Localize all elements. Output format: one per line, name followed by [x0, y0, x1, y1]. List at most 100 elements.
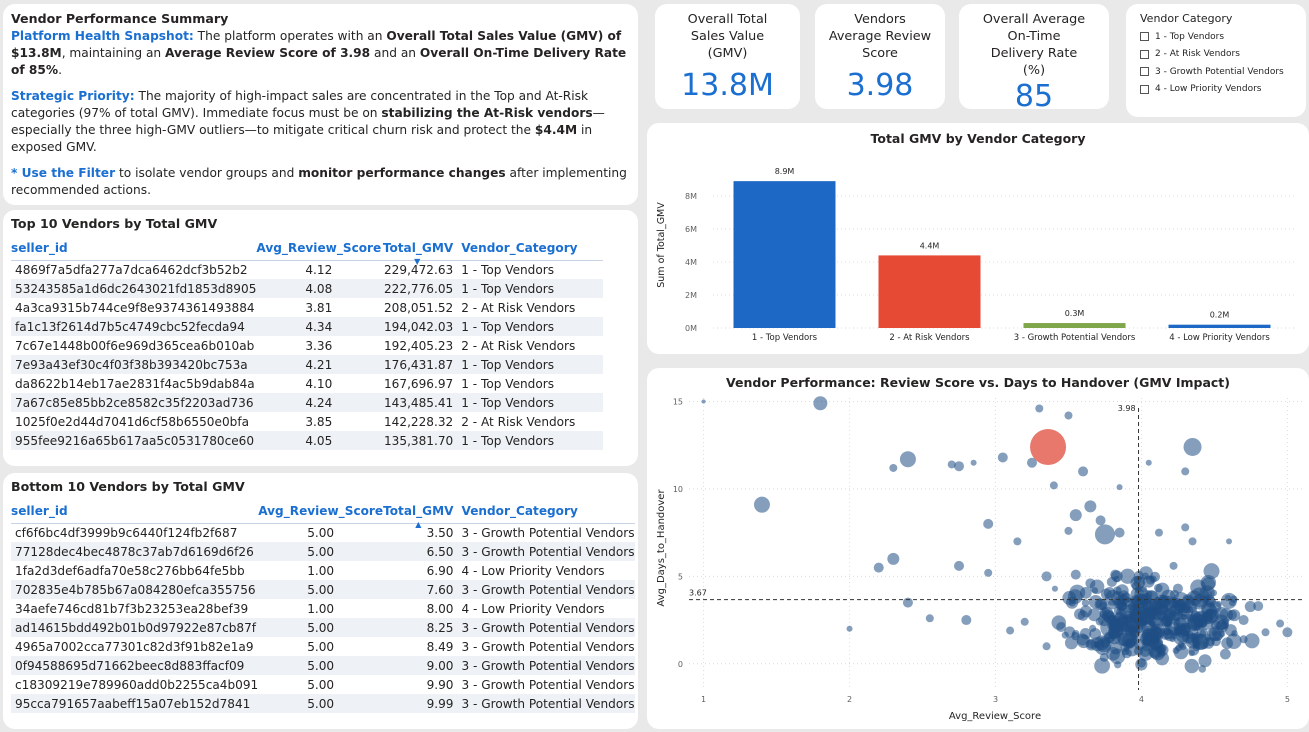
- cell-avg-review-score: 5.00: [307, 677, 335, 692]
- chart-title: Total GMV by Vendor Category: [870, 131, 1085, 146]
- table-row[interactable]: cf6f6bc4df3999b9c6440f124fb2f687 5.00 3.50…: [11, 523, 635, 542]
- cell-avg-review-score: 3.85: [305, 414, 333, 429]
- scatter-point: [1198, 654, 1212, 668]
- scatter-point: [1114, 527, 1125, 538]
- top10-table: seller_id Avg_Review_Score Total_GMV ▼ Ve…: [11, 236, 604, 450]
- scatter-point: [1201, 612, 1214, 625]
- table-row[interactable]: 702835e4b785b67a084280efca355756 5.00 7.60…: [11, 580, 635, 599]
- scatter-point: [1186, 633, 1199, 646]
- table-row[interactable]: 53243585a1d6dc2643021fd1853d8905 4.08 222,…: [11, 279, 604, 298]
- table-header-row: seller_id Avg_Review_Score Total_GMV ▲ Ve…: [11, 499, 635, 529]
- kpi-label: Overall Average On-Time Delivery Rate (%…: [982, 12, 1086, 78]
- kpi-card-review: Vendors Average Review Score 3.98: [815, 4, 945, 109]
- column-header-vendor-category[interactable]: Vendor_Category: [453, 499, 635, 524]
- scatter-point: [1070, 569, 1081, 580]
- top10-title: Top 10 Vendors by Total GMV: [11, 216, 218, 231]
- cell-seller-id: 7a67c85e85bb2ce8582c35f2203ad736: [11, 393, 257, 412]
- x-tick-label: 4 - Low Priority Vendors: [1169, 333, 1270, 343]
- scatter-point: [1157, 596, 1170, 609]
- scatter-point: [1145, 459, 1152, 466]
- table-row[interactable]: 7a67c85e85bb2ce8582c35f2203ad736 4.24 143,…: [11, 393, 604, 412]
- filter-option-low-priority-vendors[interactable]: 4 - Low Priority Vendors: [1140, 81, 1292, 99]
- column-header-total-gmv[interactable]: Total_GMV ▼: [381, 236, 454, 266]
- column-header-total-gmv[interactable]: Total_GMV ▲: [383, 499, 454, 529]
- summary-health-paragraph: Platform Health Snapshot: The platform o…: [11, 29, 627, 77]
- scatter-point: [1239, 635, 1248, 644]
- scatter-point: [887, 552, 900, 565]
- filter-option-growth-potential-vendors[interactable]: 3 - Growth Potential Vendors: [1140, 63, 1292, 81]
- table-row[interactable]: fa1c13f2614d7b5c4749cbc52fecda94 4.34 194,…: [11, 317, 604, 336]
- cell-avg-review-score: 4.21: [256, 355, 382, 374]
- kpi-card-gmv: Overall Total Sales Value (GMV) 13.8M: [655, 4, 800, 109]
- kpi-label: Vendors Average Review Score: [828, 12, 932, 61]
- cell-seller-id: 702835e4b785b67a084280efca355756: [11, 580, 259, 599]
- scatter-point: [846, 625, 853, 632]
- scatter-point: [1064, 411, 1073, 420]
- cell-avg-review-score: 1.00: [307, 601, 335, 616]
- filter-option-at-risk-vendors[interactable]: 2 - At Risk Vendors: [1140, 46, 1292, 64]
- table-row[interactable]: 7e93a43ef30c4f03f38b393420bc753a 4.21 176,…: [11, 355, 604, 374]
- table-row[interactable]: 77128dec4bec4878c37ab7d6169d6f26 5.00 6.50…: [11, 542, 635, 561]
- scatter-point: [1226, 538, 1233, 545]
- column-header-avg-review-score[interactable]: Avg_Review_Score: [258, 499, 384, 524]
- scatter-point: [1081, 599, 1090, 607]
- cell-avg-review-score: 5.00: [307, 525, 335, 540]
- cell-total-gmv: 143,485.41: [381, 393, 454, 412]
- scatter-point: [1226, 609, 1237, 620]
- table-row[interactable]: 4965a7002cca77301c82d3f91b82e1a9 5.00 8.49…: [11, 637, 635, 656]
- cell-seller-id: 0f94588695d71662beec8d883ffacf09: [11, 656, 259, 675]
- checkbox-icon[interactable]: [1140, 84, 1149, 94]
- filter-option-top-vendors[interactable]: 1 - Top Vendors: [1140, 28, 1292, 46]
- cell-seller-id: 1025f0e2d44d7041d6cf58b6550e0bfa: [15, 414, 249, 429]
- cell-vendor-category: 1 - Top Vendors: [461, 262, 555, 277]
- cell-seller-id: ad14615bdd492b01b0d97922e87cb87f: [11, 618, 259, 637]
- scatter-point: [997, 452, 1008, 463]
- cell-vendor-category: 4 - Low Priority Vendors: [461, 563, 605, 578]
- table-row[interactable]: 34aefe746cd81b7f3b23253ea28bef39 1.00 8.00…: [11, 599, 635, 618]
- table-row[interactable]: 955fee9216a65b617aa5c0531780ce60 4.05 135,…: [11, 431, 604, 450]
- vendor-category-filter: Vendor Category 1 - Top Vendors 2 - At R…: [1126, 4, 1306, 117]
- table-row[interactable]: 1fa2d3def6adfa70e58c276bb64fe5bb 1.00 6.90…: [11, 561, 635, 580]
- cell-avg-review-score: 4.08: [256, 279, 382, 298]
- column-header-avg-review-score[interactable]: Avg_Review_Score: [256, 236, 382, 261]
- bottom10-title: Bottom 10 Vendors by Total GMV: [11, 479, 245, 494]
- table-row[interactable]: 1025f0e2d44d7041d6cf58b6550e0bfa 3.85 142,…: [11, 412, 603, 431]
- checkbox-icon[interactable]: [1140, 32, 1149, 42]
- checkbox-icon[interactable]: [1140, 67, 1149, 77]
- cell-seller-id: cf6f6bc4df3999b9c6440f124fb2f687: [15, 525, 238, 540]
- table-row[interactable]: 4869f7a5dfa277a7dca6462dcf3b52b2 4.12 229,…: [11, 260, 603, 279]
- x-tick-label: 1 - Top Vendors: [752, 333, 818, 343]
- scatter-point: [1181, 523, 1190, 532]
- cell-vendor-category: 3 - Growth Potential Vendors: [461, 525, 635, 540]
- cell-vendor-category: 4 - Low Priority Vendors: [461, 601, 605, 616]
- bar: [733, 181, 836, 328]
- column-header-vendor-category[interactable]: Vendor_Category: [453, 236, 604, 261]
- scatter-point: [1089, 628, 1102, 640]
- scatter-point: [1154, 528, 1163, 537]
- scatter-point: [1226, 633, 1242, 649]
- strategic-priority-heading: Strategic Priority:: [11, 89, 135, 103]
- cell-vendor-category: 3 - Growth Potential Vendors: [461, 677, 635, 692]
- column-header-seller-id[interactable]: seller_id: [11, 499, 259, 524]
- cell-total-gmv: 8.25: [383, 618, 454, 637]
- cell-avg-review-score: 5.00: [258, 656, 384, 675]
- table-row[interactable]: da8622b14eb17ae2831f4ac5b9dab84a 4.10 167,…: [11, 374, 603, 393]
- checkbox-icon[interactable]: [1140, 49, 1149, 59]
- table-row[interactable]: 7c67e1448b00f6e969d365cea6b010ab 3.36 192,…: [11, 336, 603, 355]
- table-row[interactable]: c18309219e789960add0b2255ca4b091 5.00 9.90…: [11, 675, 635, 694]
- scatter-point: [1164, 608, 1177, 621]
- table-row[interactable]: 4a3ca9315b744ce9f8e9374361493884 3.81 208,…: [11, 298, 603, 317]
- scatter-point: [1116, 484, 1123, 491]
- scatter-point: [1079, 627, 1092, 640]
- table-row[interactable]: ad14615bdd492b01b0d97922e87cb87f 5.00 8.25…: [11, 618, 635, 637]
- table-row[interactable]: 0f94588695d71662beec8d883ffacf09 5.00 9.00…: [11, 656, 635, 675]
- review-vs-handover-chart-card: Vendor Performance: Review Score vs. Day…: [647, 368, 1309, 729]
- scatter-point: [1051, 585, 1058, 592]
- column-header-seller-id[interactable]: seller_id: [11, 236, 257, 261]
- scatter-point: [1188, 537, 1197, 546]
- table-row[interactable]: 95cca791657aabeff15a07eb152d7841 5.00 9.99…: [11, 694, 635, 713]
- cell-total-gmv: 222,776.05: [381, 279, 454, 298]
- scatter-point: [1172, 583, 1183, 594]
- y-tick-label: 0M: [685, 324, 697, 333]
- scatter-point: [813, 396, 828, 411]
